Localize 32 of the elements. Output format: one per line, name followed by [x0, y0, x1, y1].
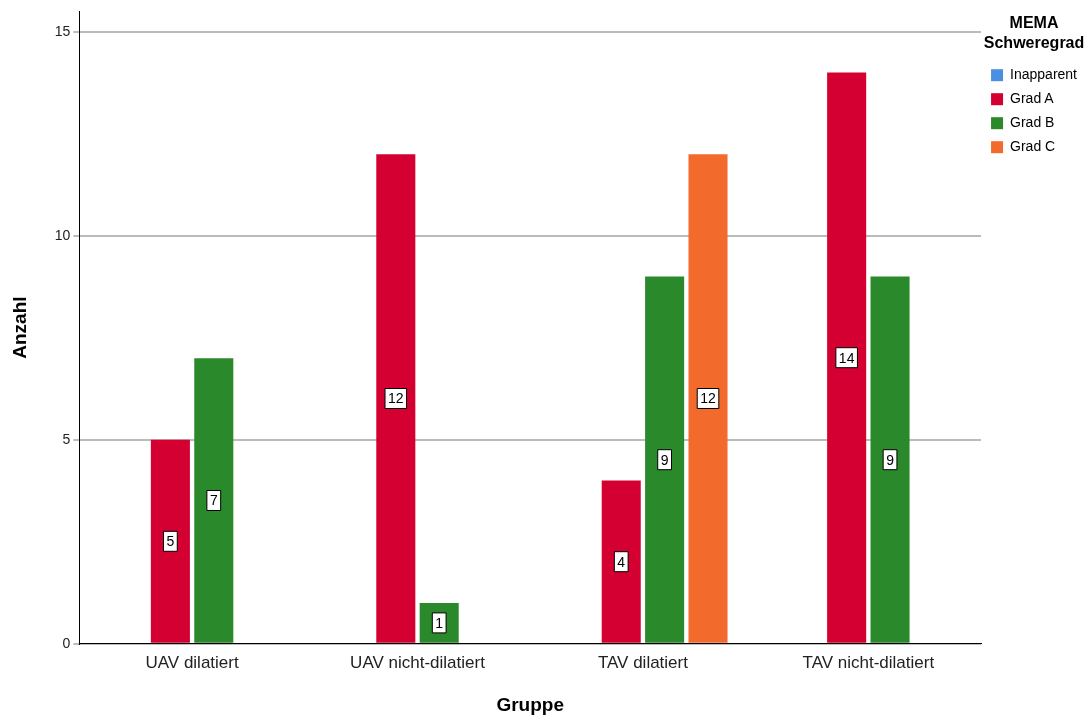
legend-title: MEMA Schweregrad — [983, 14, 1085, 51]
legend-label: Grad A — [1010, 90, 1055, 107]
data-label: 12 — [700, 390, 717, 407]
bar — [870, 276, 910, 643]
bar — [150, 439, 190, 643]
y-tick-label: 0 — [62, 634, 71, 651]
data-label: 12 — [388, 390, 404, 407]
y-tick-label: 5 — [62, 430, 71, 447]
x-axis-title: Gruppe — [496, 693, 564, 715]
legend-label: Inapparent — [1010, 66, 1078, 83]
x-tick-label: TAV dilatiert — [597, 652, 689, 672]
x-tick-label: UAV dilatiert — [145, 652, 239, 672]
data-label: 7 — [209, 492, 218, 509]
y-axis-title: Anzahl — [8, 296, 30, 359]
y-tick-label: 15 — [54, 22, 71, 39]
legend-label: Grad C — [1010, 138, 1056, 155]
data-label: 9 — [660, 451, 669, 468]
data-label: 1 — [435, 614, 444, 631]
x-tick-label: TAV nicht-dilatiert — [802, 652, 935, 672]
bar — [827, 72, 867, 643]
x-tick-label: UAV nicht-dilatiert — [350, 652, 486, 672]
data-label: 4 — [617, 553, 626, 570]
y-tick-label: 10 — [54, 226, 71, 243]
bar — [194, 358, 234, 643]
bar — [645, 276, 685, 643]
bar — [601, 480, 641, 643]
bar — [688, 154, 728, 643]
data-label: 14 — [838, 349, 855, 366]
bar — [376, 154, 416, 643]
data-label: 5 — [166, 533, 175, 550]
legend-label: Grad B — [1010, 114, 1055, 131]
data-label: 9 — [886, 451, 895, 468]
